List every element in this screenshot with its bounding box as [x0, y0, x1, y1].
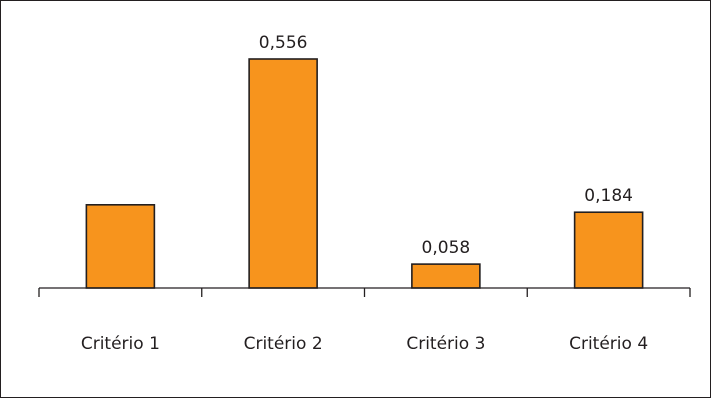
bar-3: [411, 263, 481, 289]
data-label-4: 0,184: [584, 186, 633, 206]
bar-4: [573, 211, 644, 289]
category-label-2: Critério 2: [244, 334, 323, 354]
bar-1: [85, 204, 156, 289]
category-label-4: Critério 4: [569, 334, 648, 354]
labels-group: Critério 1 0,556 Critério 2 0,058 Critério 3…: [81, 33, 648, 354]
data-label-3: 0,058: [422, 238, 471, 258]
bars-group: [85, 58, 644, 289]
bar-2: [248, 58, 318, 289]
x-axis: [38, 287, 691, 297]
category-label-3: Critério 3: [406, 334, 485, 354]
data-label-2: 0,556: [259, 33, 308, 53]
category-label-1: Critério 1: [81, 334, 160, 354]
